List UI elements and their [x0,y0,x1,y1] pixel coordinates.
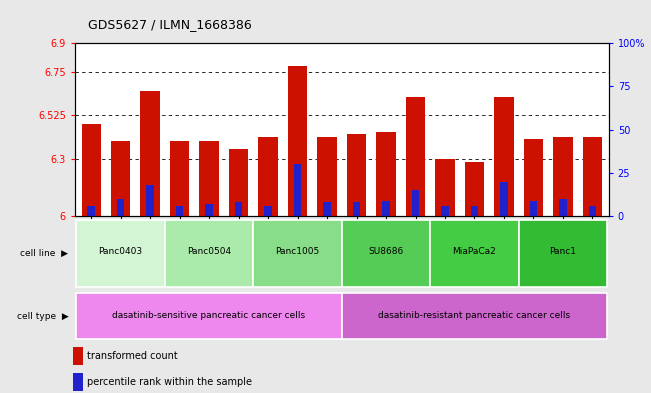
Text: GDS5627 / ILMN_1668386: GDS5627 / ILMN_1668386 [88,18,252,31]
Text: SU8686: SU8686 [368,248,404,257]
Bar [342,220,430,287]
Bar [559,199,566,216]
Bar [471,206,478,216]
Bar [589,206,596,216]
Text: cell line  ▶: cell line ▶ [20,249,68,258]
Bar [117,199,124,216]
Bar [176,206,183,216]
Text: MiaPaCa2: MiaPaCa2 [452,248,496,257]
Bar [73,347,83,365]
Bar [553,138,573,216]
Bar [87,206,95,216]
Bar [382,200,390,216]
Text: Panc1005: Panc1005 [275,248,320,257]
Bar [111,141,130,216]
Bar [519,220,607,287]
Bar [353,202,360,216]
Bar [288,66,307,216]
Bar [141,91,159,216]
Text: dasatinib-resistant pancreatic cancer cells: dasatinib-resistant pancreatic cancer ce… [378,311,570,320]
Text: Panc0504: Panc0504 [187,248,231,257]
Text: dasatinib-sensitive pancreatic cancer cells: dasatinib-sensitive pancreatic cancer ce… [113,311,305,320]
Bar [342,293,607,339]
Bar [318,138,337,216]
Bar [199,141,219,216]
Bar [235,202,242,216]
Text: percentile rank within the sample: percentile rank within the sample [87,377,252,387]
Bar [494,97,514,216]
Bar [165,220,253,287]
Bar [81,124,101,216]
Bar [264,206,271,216]
Bar [294,164,301,216]
Bar [76,220,165,287]
Bar [229,149,248,216]
Bar [253,220,342,287]
Bar [73,373,83,391]
Bar [205,204,213,216]
Text: Panc1: Panc1 [549,248,577,257]
Bar [406,97,425,216]
Bar [436,158,454,216]
Text: cell type  ▶: cell type ▶ [17,312,68,321]
Bar [258,138,277,216]
Bar [347,134,366,216]
Bar [501,182,508,216]
Bar [465,162,484,216]
Bar [412,190,419,216]
Bar [524,139,543,216]
Bar [76,293,342,339]
Text: Panc0403: Panc0403 [98,248,143,257]
Bar [376,132,396,216]
Text: transformed count: transformed count [87,351,178,361]
Bar [530,200,537,216]
Bar [430,220,519,287]
Bar [441,206,449,216]
Bar [324,202,331,216]
Bar [146,185,154,216]
Bar [583,138,602,216]
Bar [170,141,189,216]
